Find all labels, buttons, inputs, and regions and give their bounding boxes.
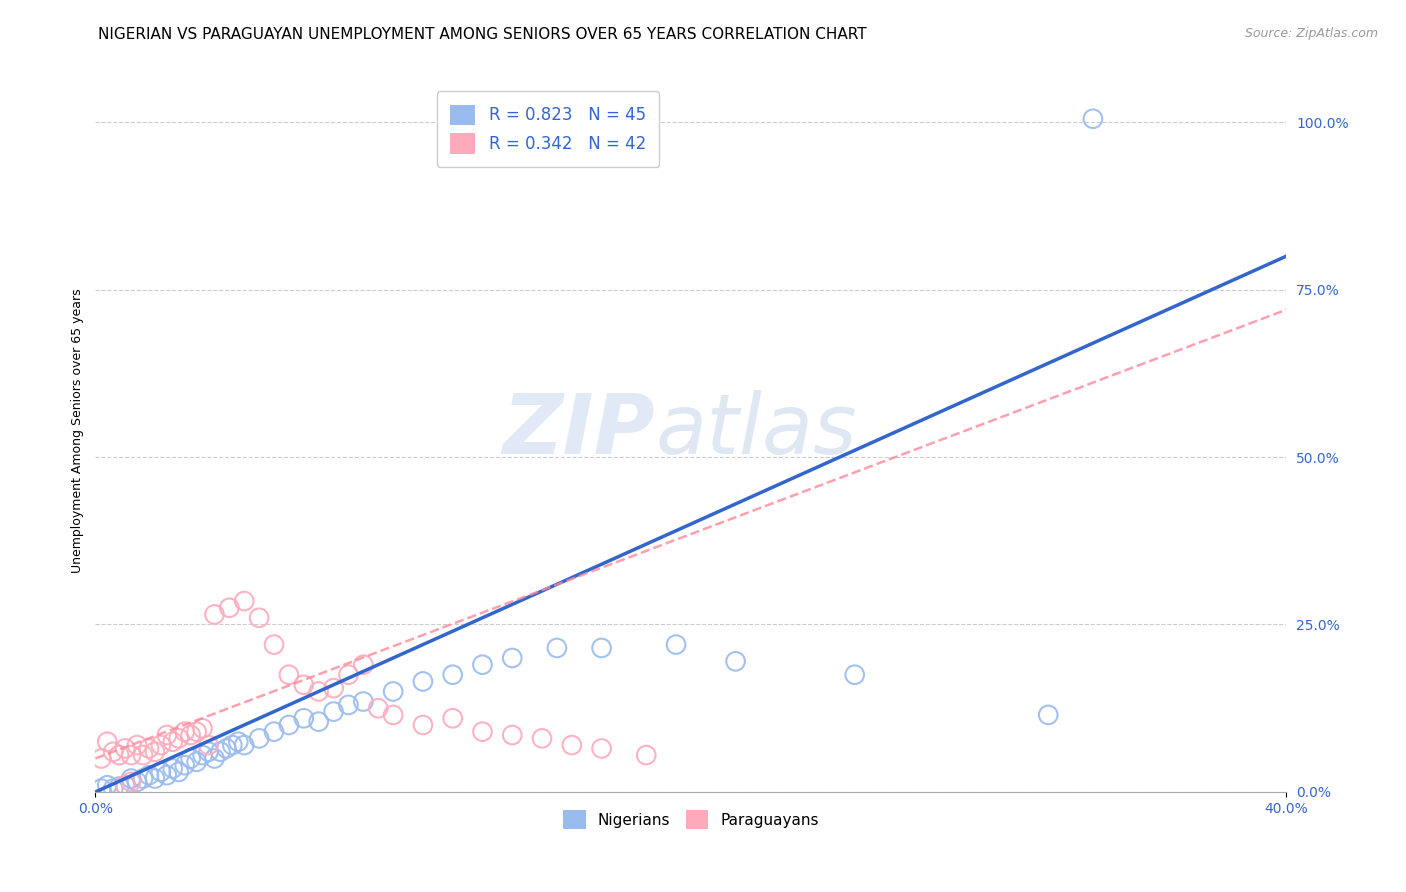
Point	[247, 611, 270, 625]
Point	[292, 711, 315, 725]
Legend: Nigerians, Paraguayans: Nigerians, Paraguayans	[557, 804, 825, 835]
Point	[215, 741, 238, 756]
Point	[352, 657, 374, 672]
Point	[156, 768, 179, 782]
Point	[103, 781, 125, 796]
Point	[186, 724, 208, 739]
Point	[143, 772, 166, 786]
Point	[501, 728, 523, 742]
Point	[125, 775, 148, 789]
Point	[197, 745, 219, 759]
Point	[191, 722, 214, 736]
Point	[125, 738, 148, 752]
Text: NIGERIAN VS PARAGUAYAN UNEMPLOYMENT AMONG SENIORS OVER 65 YEARS CORRELATION CHAR: NIGERIAN VS PARAGUAYAN UNEMPLOYMENT AMON…	[98, 27, 868, 42]
Point	[233, 738, 256, 752]
Point	[382, 707, 405, 722]
Point	[412, 674, 434, 689]
Y-axis label: Unemployment Among Seniors over 65 years: Unemployment Among Seniors over 65 years	[72, 288, 84, 573]
Point	[308, 714, 330, 729]
Point	[132, 748, 155, 763]
Point	[247, 731, 270, 746]
Point	[724, 654, 747, 668]
Point	[209, 745, 232, 759]
Point	[120, 775, 142, 789]
Point	[322, 705, 344, 719]
Point	[591, 640, 613, 655]
Point	[382, 684, 405, 698]
Point	[120, 772, 142, 786]
Point	[1081, 112, 1104, 126]
Point	[120, 748, 142, 763]
Point	[441, 711, 464, 725]
Point	[149, 738, 172, 752]
Point	[114, 741, 136, 756]
Point	[218, 600, 240, 615]
Point	[322, 681, 344, 695]
Point	[90, 781, 112, 796]
Point	[108, 748, 131, 763]
Point	[173, 724, 195, 739]
Point	[292, 678, 315, 692]
Point	[636, 748, 658, 763]
Point	[167, 731, 190, 746]
Point	[308, 684, 330, 698]
Point	[149, 764, 172, 779]
Point	[96, 778, 118, 792]
Point	[143, 745, 166, 759]
Point	[226, 735, 249, 749]
Text: ZIP: ZIP	[502, 390, 655, 471]
Point	[191, 748, 214, 763]
Point	[665, 638, 688, 652]
Point	[233, 594, 256, 608]
Point	[352, 694, 374, 708]
Point	[367, 701, 389, 715]
Point	[204, 751, 226, 765]
Point	[162, 735, 184, 749]
Point	[471, 724, 494, 739]
Point	[1038, 707, 1060, 722]
Point	[546, 640, 568, 655]
Point	[132, 772, 155, 786]
Point	[114, 778, 136, 792]
Point	[180, 728, 202, 742]
Point	[96, 735, 118, 749]
Point	[103, 745, 125, 759]
Point	[263, 638, 285, 652]
Point	[108, 780, 131, 794]
Point	[277, 667, 299, 681]
Point	[138, 768, 160, 782]
Point	[531, 731, 554, 746]
Point	[221, 738, 243, 752]
Point	[114, 778, 136, 792]
Point	[156, 728, 179, 742]
Text: Source: ZipAtlas.com: Source: ZipAtlas.com	[1244, 27, 1378, 40]
Point	[591, 741, 613, 756]
Point	[501, 651, 523, 665]
Point	[162, 762, 184, 776]
Point	[441, 667, 464, 681]
Point	[186, 755, 208, 769]
Point	[337, 667, 360, 681]
Text: atlas: atlas	[655, 390, 856, 471]
Point	[561, 738, 583, 752]
Point	[167, 764, 190, 779]
Point	[138, 741, 160, 756]
Point	[90, 751, 112, 765]
Point	[844, 667, 866, 681]
Point	[337, 698, 360, 712]
Point	[277, 718, 299, 732]
Point	[412, 718, 434, 732]
Point	[173, 758, 195, 772]
Point	[471, 657, 494, 672]
Point	[197, 738, 219, 752]
Point	[263, 724, 285, 739]
Point	[204, 607, 226, 622]
Point	[180, 751, 202, 765]
